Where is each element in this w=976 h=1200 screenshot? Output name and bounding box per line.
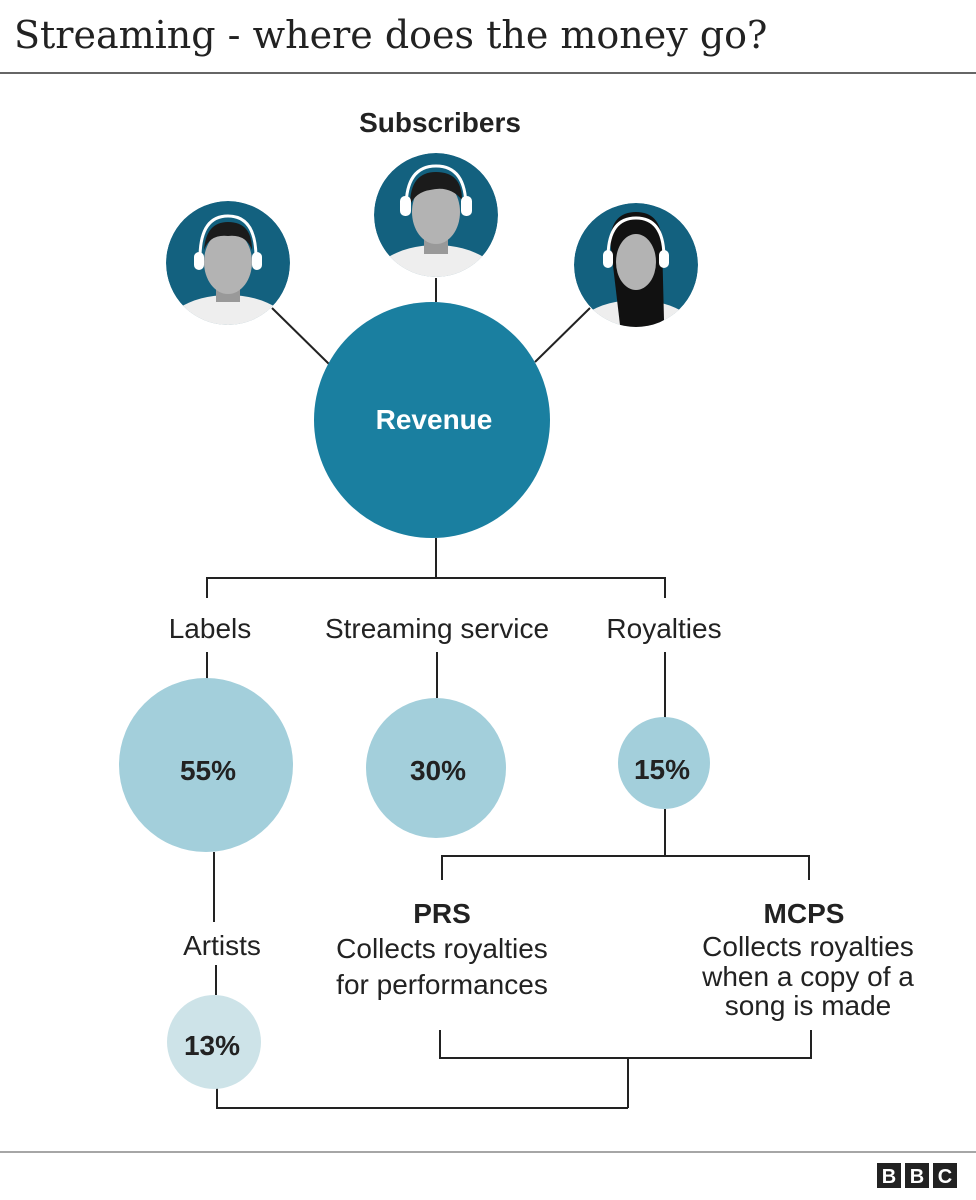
labels-share-circle — [119, 678, 293, 852]
prs-desc-line: for performances — [336, 969, 548, 1000]
mcps-desc-line: when a copy of a — [701, 961, 914, 992]
headphones-icon — [606, 216, 666, 259]
labels-percent: 55% — [180, 755, 236, 786]
avatar-subscriber-3 — [574, 203, 698, 327]
artists-share-circle — [167, 995, 261, 1089]
mcps-desc-line: Collects royalties — [702, 931, 914, 962]
connector-lines — [206, 278, 812, 1109]
revenue-label: Revenue — [376, 404, 493, 435]
mcps-name: MCPS — [764, 898, 845, 929]
artists-percent: 13% — [184, 1030, 240, 1061]
bbc-logo: B B C — [877, 1163, 957, 1188]
avatar-subscriber-1 — [166, 201, 290, 325]
branch-label-streaming-service: Streaming service — [325, 613, 549, 644]
svg-text:B: B — [910, 1166, 924, 1188]
royalties-percent: 15% — [634, 754, 690, 785]
svg-text:B: B — [882, 1166, 896, 1188]
headphones-icon — [198, 214, 258, 259]
mcps-desc-line: song is made — [725, 990, 892, 1021]
royalties-share-circle — [618, 717, 710, 809]
page-title: Streaming - where does the money go? — [14, 13, 767, 57]
branch-label-labels: Labels — [169, 613, 252, 644]
headphones-icon — [404, 164, 468, 209]
prs-name: PRS — [413, 898, 471, 929]
branch-label-royalties: Royalties — [606, 613, 721, 644]
artists-label: Artists — [183, 930, 261, 961]
streaming-share-circle — [366, 698, 506, 838]
prs-desc-line: Collects royalties — [336, 933, 548, 964]
streaming-percent: 30% — [410, 755, 466, 786]
svg-text:C: C — [938, 1166, 952, 1188]
revenue-circle — [314, 302, 550, 538]
subscribers-label: Subscribers — [359, 107, 521, 138]
